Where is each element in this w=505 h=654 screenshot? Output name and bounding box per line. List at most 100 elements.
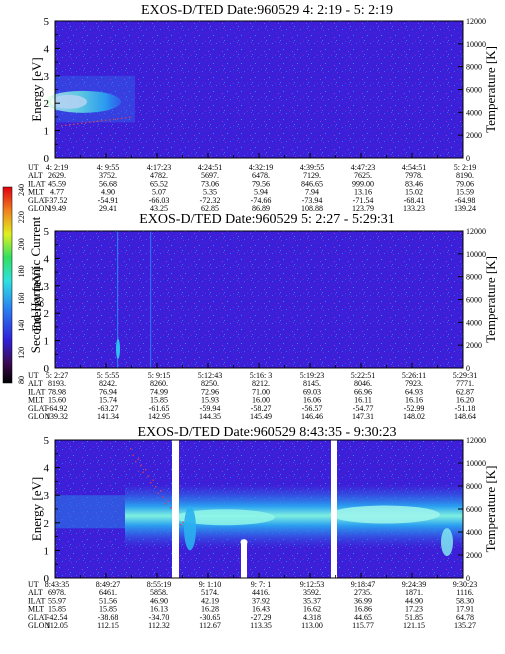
- table-cell: -61.65: [149, 404, 170, 413]
- table-cell: 9: 7: 1: [251, 580, 271, 589]
- y2-tick-label: 8000: [466, 63, 482, 72]
- temperature-point: [142, 471, 144, 473]
- table-cell: 15.93: [201, 396, 219, 405]
- table-cell: 64.93: [405, 387, 423, 396]
- y2-tick-label: 4000: [466, 318, 482, 327]
- table-cell: 64.78: [456, 613, 474, 622]
- table-cell: -59.94: [200, 404, 221, 413]
- table-cell: 8250.: [201, 379, 219, 388]
- table-cell: 846.65: [301, 179, 323, 188]
- temperature-point: [157, 492, 159, 494]
- table-cell: 16.16: [405, 396, 423, 405]
- table-cell: 5:29:31: [453, 371, 477, 380]
- temperature-point: [93, 121, 95, 123]
- table-cell: -54.91: [98, 196, 119, 205]
- table-cell: 3592.: [303, 588, 321, 597]
- temperature-point: [162, 496, 164, 498]
- spike-line: [117, 231, 119, 368]
- colorbar-scale: [2, 186, 13, 384]
- table-cell: 44.90: [405, 596, 423, 605]
- panel-1: EXOS-D/TED Date:960529 4: 2:19 - 5: 2:19…: [28, 3, 498, 213]
- table-cell: 9: 1:10: [199, 580, 221, 589]
- table-cell: 56.68: [99, 179, 117, 188]
- temperature-point: [125, 117, 127, 119]
- temperature-point: [165, 503, 167, 505]
- table-row-label: GLAT: [28, 613, 49, 622]
- table-cell: 8242.: [99, 379, 117, 388]
- hot-column: [241, 542, 247, 578]
- ion-band-halo: [55, 75, 135, 123]
- table-cell: 4:39:55: [300, 163, 324, 172]
- table-cell: 142.95: [148, 412, 170, 421]
- temperature-point: [167, 500, 169, 502]
- table-cell: 4.90: [101, 188, 115, 197]
- y2-tick-label: 12000: [466, 436, 486, 445]
- temperature-point: [61, 125, 63, 127]
- temperature-point: [130, 448, 132, 450]
- table-cell: 86.89: [252, 204, 270, 213]
- y-tick-label: 4: [44, 43, 50, 55]
- table-cell: 17.91: [456, 605, 474, 614]
- table-cell: 8260.: [150, 379, 168, 388]
- table-row-label: GLAT: [28, 196, 49, 205]
- table-cell: 5: 9:15: [148, 371, 170, 380]
- table-cell: 17.23: [405, 605, 423, 614]
- ion-band-early: [55, 495, 125, 529]
- table-cell: 45.59: [48, 179, 66, 188]
- table-cell: 4:54:51: [402, 163, 426, 172]
- spectrogram-background: [55, 231, 463, 368]
- y-tick-label: 5: [44, 16, 50, 28]
- table-cell: 5697.: [201, 171, 219, 180]
- table-cell: 16.86: [354, 605, 372, 614]
- colorbar-tick-label: 240: [17, 184, 26, 196]
- temperature-point: [180, 524, 182, 526]
- temperature-point: [147, 475, 149, 477]
- table-cell: 4416.: [252, 588, 270, 597]
- table-cell: 16.11: [354, 396, 372, 405]
- temperature-point: [73, 123, 75, 126]
- y-tick-label: 5: [44, 435, 50, 447]
- table-cell: 112.05: [46, 621, 68, 630]
- table-cell: 62.85: [201, 204, 219, 213]
- colorbar: 80 120 140 160 180 200 220 240 Second Harmonic …: [2, 184, 43, 384]
- spike-blob: [441, 528, 453, 557]
- y-tick-label: 4: [44, 463, 50, 475]
- table-cell: 55.97: [48, 596, 66, 605]
- table-cell: 123.79: [352, 204, 374, 213]
- table-cell: 5: 2:27: [46, 371, 68, 380]
- table-cell: 108.88: [301, 204, 323, 213]
- table-cell: 4:17:23: [147, 163, 171, 172]
- table-cell: 74.99: [150, 387, 168, 396]
- table-cell: 29.41: [99, 204, 117, 213]
- table-cell: 4:24:51: [198, 163, 222, 172]
- table-cell: 146.46: [301, 412, 323, 421]
- y2-tick-label: 10000: [466, 459, 486, 468]
- table-cell: 5.35: [203, 188, 217, 197]
- table-cell: 7923.: [405, 379, 423, 388]
- y-axis-label: Energy [eV]: [29, 267, 44, 331]
- y2-tick-label: 2000: [466, 551, 482, 560]
- y2-tick-label: 10000: [466, 250, 486, 259]
- temperature-point: [182, 521, 184, 523]
- spike-blob: [184, 506, 196, 551]
- table-cell: 112.32: [148, 621, 170, 630]
- table-cell: 37.92: [252, 596, 270, 605]
- table-row-label: ALT: [28, 171, 43, 180]
- table-cell: 4.318: [303, 613, 321, 622]
- table-cell: 58.30: [456, 596, 474, 605]
- table-cell: 62.87: [456, 387, 474, 396]
- y2-tick-label: 10000: [466, 40, 486, 49]
- temperature-point: [105, 119, 107, 122]
- table-cell: 15.59: [456, 188, 474, 197]
- table-cell: 35.37: [303, 596, 321, 605]
- table-cell: 69.03: [303, 387, 321, 396]
- table-cell: 148.64: [454, 412, 476, 421]
- colorbar-tick-label: 180: [17, 265, 26, 277]
- temperature-point: [170, 507, 172, 509]
- y-tick-label: 1: [44, 126, 50, 138]
- table-cell: 16.62: [303, 605, 321, 614]
- temperature-point: [121, 117, 123, 120]
- table-cell: 16.28: [201, 605, 219, 614]
- table-cell: 9:12:53: [300, 580, 324, 589]
- y-tick-label: 0: [44, 363, 50, 375]
